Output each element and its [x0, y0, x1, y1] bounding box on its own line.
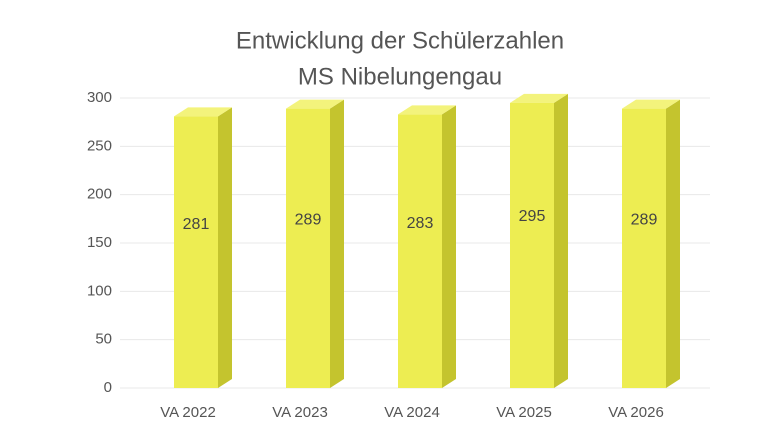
x-tick-label: VA 2024 [384, 404, 440, 421]
bar [510, 102, 554, 388]
bar-side [330, 99, 344, 388]
x-tick-label: VA 2023 [272, 404, 328, 421]
data-label: 295 [519, 208, 546, 225]
data-label: 289 [631, 212, 658, 229]
data-label: 283 [407, 215, 434, 232]
bar-top [398, 105, 456, 115]
x-tick-label: VA 2025 [496, 404, 552, 421]
y-tick-label: 50 [95, 331, 112, 348]
bar [622, 108, 666, 388]
data-label: 281 [183, 216, 210, 233]
bar [286, 108, 330, 388]
y-tick-label: 250 [87, 137, 112, 154]
bar [174, 116, 218, 388]
bar-side [442, 105, 456, 388]
bar-top [286, 99, 344, 109]
bar-top [622, 99, 680, 109]
bar-side [666, 99, 680, 388]
y-tick-label: 150 [87, 234, 112, 251]
bar [398, 114, 442, 388]
bar-side [218, 107, 232, 388]
chart-subtitle: MS Nibelungengau [298, 63, 502, 90]
bar-top [174, 107, 232, 117]
y-tick-label: 0 [104, 379, 112, 396]
bar-top [510, 93, 568, 103]
y-tick-label: 100 [87, 282, 112, 299]
chart-title: Entwicklung der Schülerzahlen [236, 27, 564, 54]
bar-side [554, 93, 568, 388]
y-tick-label: 300 [87, 89, 112, 106]
x-tick-label: VA 2022 [160, 404, 216, 421]
x-tick-label: VA 2026 [608, 404, 664, 421]
data-label: 289 [295, 212, 322, 229]
y-tick-label: 200 [87, 186, 112, 203]
